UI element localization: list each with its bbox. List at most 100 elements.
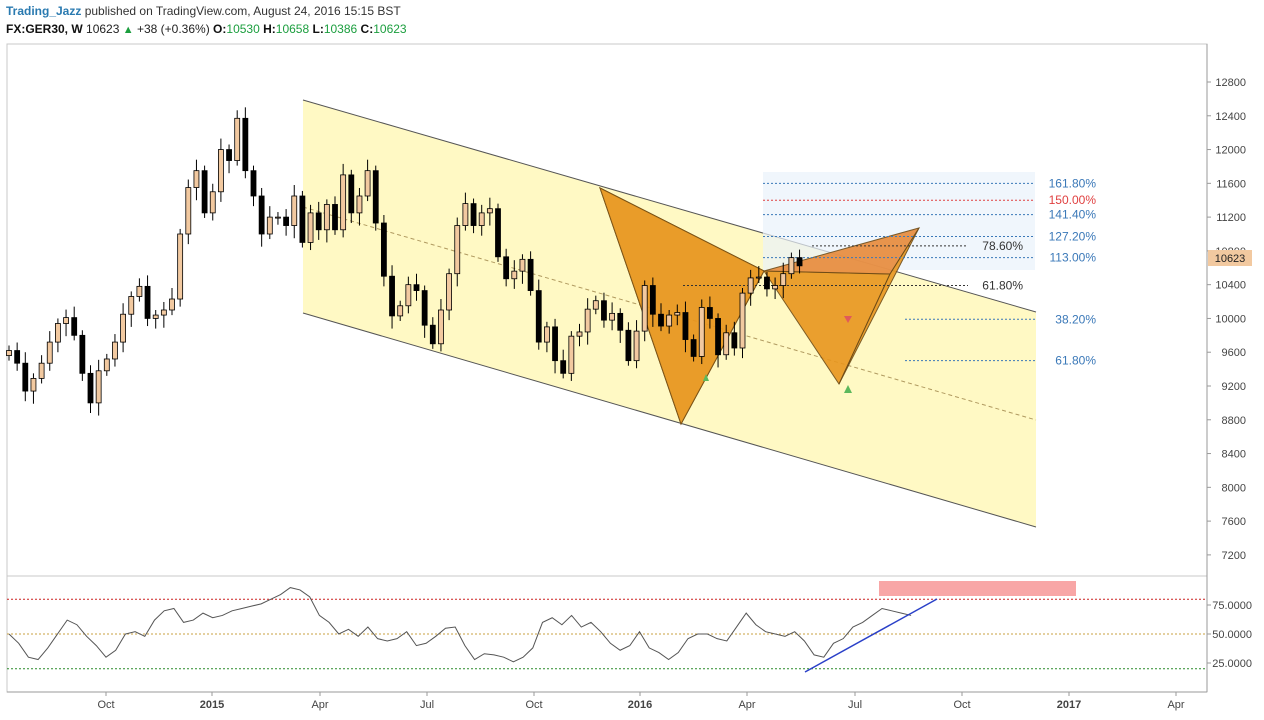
candle[interactable] <box>389 275 395 317</box>
candle[interactable] <box>788 257 795 275</box>
candle[interactable] <box>527 258 534 291</box>
candle[interactable] <box>144 285 151 319</box>
candle[interactable] <box>649 285 656 315</box>
candle[interactable] <box>747 277 754 294</box>
candle[interactable] <box>495 208 501 258</box>
candle[interactable] <box>674 312 681 316</box>
candle[interactable] <box>185 187 192 235</box>
candle[interactable] <box>462 203 469 226</box>
candle[interactable] <box>22 362 29 392</box>
candle[interactable] <box>470 203 477 226</box>
candle[interactable] <box>291 195 298 226</box>
candle[interactable] <box>364 170 371 197</box>
candle[interactable] <box>682 312 689 340</box>
author-link[interactable]: Trading_Jazz <box>6 4 82 18</box>
candle[interactable] <box>421 290 428 326</box>
candle[interactable] <box>120 313 126 343</box>
candle[interactable] <box>780 273 787 286</box>
candle[interactable] <box>160 309 167 316</box>
candle[interactable] <box>601 300 607 321</box>
candle[interactable] <box>46 341 53 364</box>
candle[interactable] <box>71 317 78 336</box>
candle[interactable] <box>552 326 558 362</box>
candle[interactable] <box>250 170 257 197</box>
candle[interactable] <box>95 370 102 404</box>
candles[interactable] <box>6 107 803 416</box>
candle[interactable] <box>299 195 306 243</box>
candle[interactable] <box>511 270 518 280</box>
candle[interactable] <box>568 335 575 374</box>
candle[interactable] <box>193 170 200 188</box>
candle[interactable] <box>625 329 632 362</box>
fib-levels[interactable]: 161.80% 150.00%141.40% 127.20% 78.60% 113.00… <box>683 176 1096 368</box>
price-axis[interactable]: 1280012400120001160011200108001040010000… <box>1207 77 1246 562</box>
harmonic-pattern-right-c[interactable] <box>838 227 920 385</box>
candle[interactable] <box>666 314 673 327</box>
candle[interactable] <box>348 174 355 214</box>
candle[interactable] <box>796 257 803 267</box>
candle[interactable] <box>14 350 21 364</box>
channel-upper-line[interactable] <box>302 99 1037 313</box>
candle[interactable] <box>201 170 208 214</box>
candle[interactable] <box>413 284 420 291</box>
candle[interactable] <box>690 339 697 357</box>
overbought-zone[interactable] <box>879 581 1076 596</box>
candle[interactable] <box>275 216 281 219</box>
symbol-label[interactable]: FX:GER30, W <box>6 22 83 36</box>
candle[interactable] <box>397 305 404 317</box>
candle[interactable] <box>55 323 61 343</box>
candle[interactable] <box>209 191 216 214</box>
candle[interactable] <box>307 212 314 243</box>
candle[interactable] <box>584 308 591 333</box>
candle[interactable] <box>315 212 322 231</box>
candle[interactable] <box>478 212 485 226</box>
candle[interactable] <box>446 273 453 311</box>
candle[interactable] <box>152 314 159 319</box>
harmonic-pattern-left-b[interactable] <box>600 188 764 424</box>
candle[interactable] <box>405 284 412 307</box>
price-chart[interactable]: 161.80% 150.00%141.40% 127.20% 78.60% 113.00… <box>0 42 1264 720</box>
candle[interactable] <box>755 276 762 279</box>
candle[interactable] <box>372 170 379 224</box>
candle[interactable] <box>429 324 436 345</box>
candle[interactable] <box>486 208 493 214</box>
candle[interactable] <box>560 360 567 374</box>
chart-area[interactable]: 161.80% 150.00% 141.40% 127.20% 78.60% 113.00… <box>0 42 1264 720</box>
time-axis[interactable]: Oct 2015 Apr Jul Oct 2016 Apr Jul Oct 2017 Apr <box>97 692 1185 711</box>
candle[interactable] <box>217 149 224 193</box>
candle[interactable] <box>30 377 37 392</box>
oscillator-line[interactable] <box>8 587 912 663</box>
candle[interactable] <box>739 292 746 349</box>
candle[interactable] <box>38 362 45 379</box>
candle[interactable] <box>592 300 599 310</box>
candle[interactable] <box>332 204 338 231</box>
candle[interactable] <box>87 372 94 404</box>
candle[interactable] <box>234 117 241 161</box>
candle[interactable] <box>544 326 550 343</box>
candle[interactable] <box>136 285 143 297</box>
oscillator-trendline[interactable] <box>804 598 938 673</box>
candle[interactable] <box>266 216 273 235</box>
candle[interactable] <box>698 307 705 357</box>
candle[interactable] <box>454 225 461 275</box>
candle[interactable] <box>723 332 730 356</box>
candle[interactable] <box>79 334 86 374</box>
candle[interactable] <box>535 290 542 343</box>
channel-lower-line[interactable] <box>302 312 1037 528</box>
candle[interactable] <box>641 285 648 332</box>
candle[interactable] <box>438 309 444 345</box>
candle[interactable] <box>169 298 175 311</box>
candle[interactable] <box>715 318 721 356</box>
candle[interactable] <box>731 332 738 349</box>
candle[interactable] <box>519 258 526 272</box>
candle[interactable] <box>323 204 330 231</box>
candle[interactable] <box>380 222 387 277</box>
candle[interactable] <box>226 149 232 161</box>
candle[interactable] <box>283 216 290 226</box>
candle[interactable] <box>772 285 778 290</box>
candle[interactable] <box>258 195 265 235</box>
candle[interactable] <box>340 174 347 231</box>
candle[interactable] <box>242 117 249 172</box>
candle[interactable] <box>503 256 510 280</box>
candle[interactable] <box>177 233 184 300</box>
